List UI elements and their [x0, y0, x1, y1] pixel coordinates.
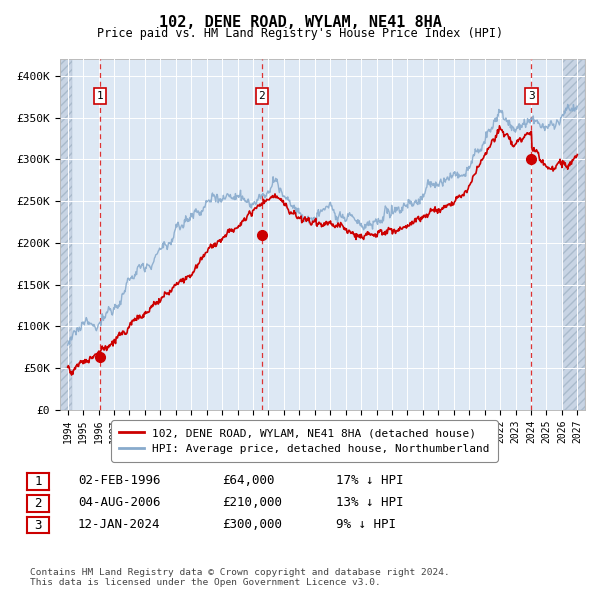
Text: £64,000: £64,000 [222, 474, 275, 487]
Text: 102, DENE ROAD, WYLAM, NE41 8HA: 102, DENE ROAD, WYLAM, NE41 8HA [158, 15, 442, 30]
Text: 17% ↓ HPI: 17% ↓ HPI [336, 474, 404, 487]
Text: 12-JAN-2024: 12-JAN-2024 [78, 518, 161, 531]
Text: Price paid vs. HM Land Registry's House Price Index (HPI): Price paid vs. HM Land Registry's House … [97, 27, 503, 40]
Text: £210,000: £210,000 [222, 496, 282, 509]
Text: 3: 3 [528, 91, 535, 101]
Text: Contains HM Land Registry data © Crown copyright and database right 2024.
This d: Contains HM Land Registry data © Crown c… [30, 568, 450, 587]
Text: 1: 1 [34, 475, 41, 488]
Text: 3: 3 [34, 519, 41, 532]
Text: 13% ↓ HPI: 13% ↓ HPI [336, 496, 404, 509]
Text: £300,000: £300,000 [222, 518, 282, 531]
Text: 02-FEB-1996: 02-FEB-1996 [78, 474, 161, 487]
Text: 04-AUG-2006: 04-AUG-2006 [78, 496, 161, 509]
Text: 1: 1 [97, 91, 103, 101]
Text: 2: 2 [34, 497, 41, 510]
Text: 2: 2 [259, 91, 265, 101]
Legend: 102, DENE ROAD, WYLAM, NE41 8HA (detached house), HPI: Average price, detached h: 102, DENE ROAD, WYLAM, NE41 8HA (detache… [112, 420, 497, 462]
Text: 9% ↓ HPI: 9% ↓ HPI [336, 518, 396, 531]
